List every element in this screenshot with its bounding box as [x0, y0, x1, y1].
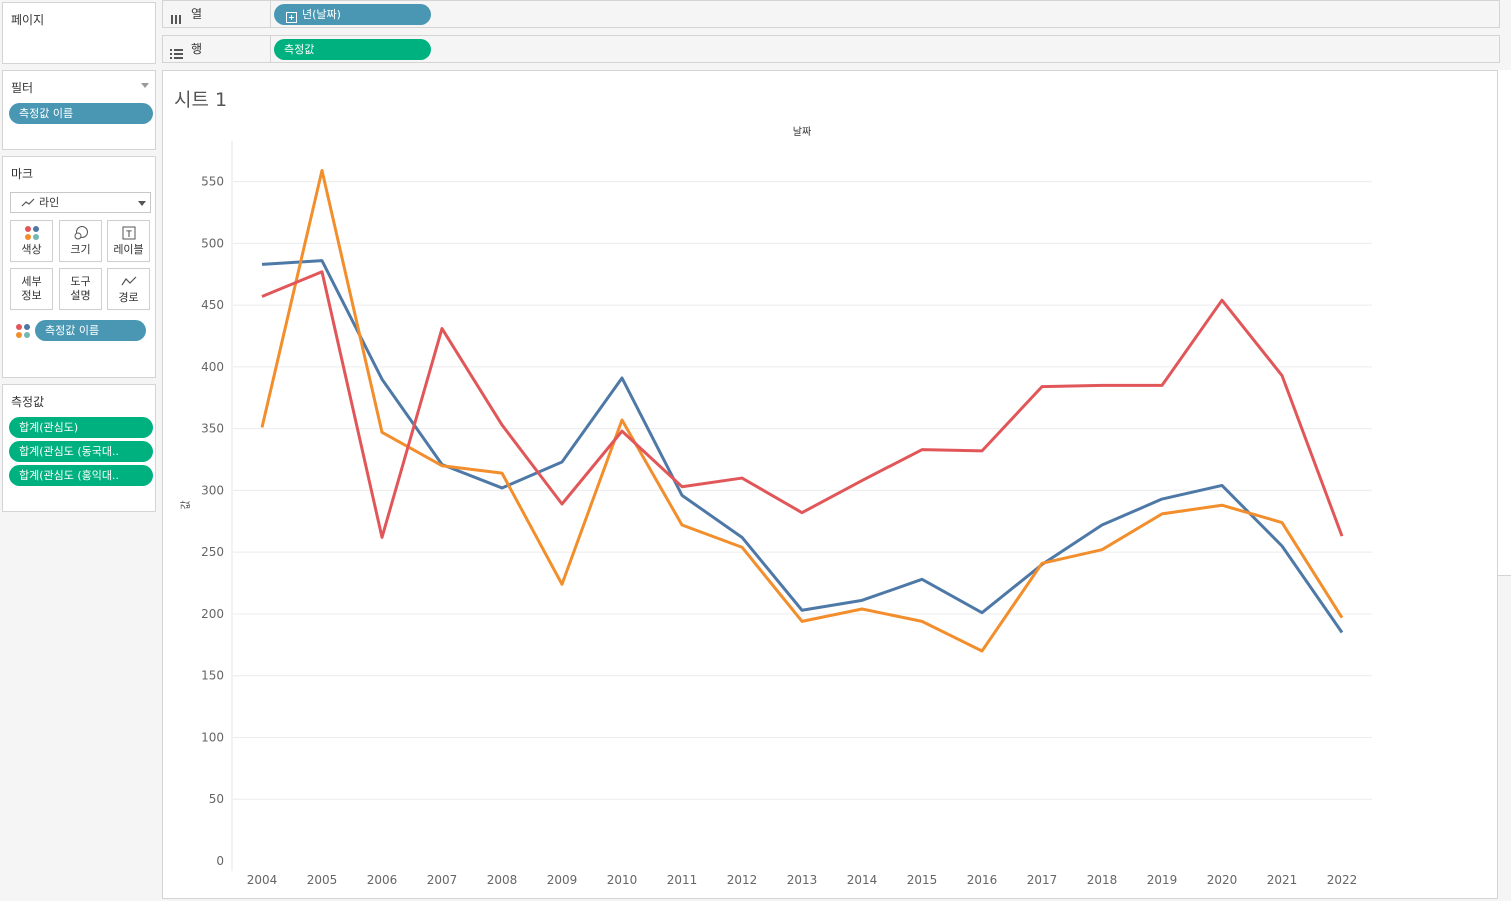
text-label-icon: T — [108, 225, 149, 241]
detail-label-line2: 정보 — [21, 289, 42, 302]
y-tick-label: 450 — [201, 298, 224, 312]
tooltip-label-line1: 도구 — [70, 275, 91, 288]
columns-label-text: 열 — [191, 7, 203, 21]
y-tick-label: 400 — [201, 360, 224, 374]
y-tick-label: 500 — [201, 236, 224, 250]
filters-card-title: 필터 — [11, 81, 34, 95]
marks-card-title: 마크 — [11, 167, 34, 181]
x-tick-label: 2012 — [727, 873, 758, 887]
y-tick-label: 100 — [201, 730, 224, 744]
marks-card[interactable]: 마크 라인 색상 크기 T 레이블 — [2, 156, 156, 378]
size-button-label: 크기 — [70, 243, 91, 256]
y-tick-label: 0 — [216, 854, 224, 868]
measure-values-title: 측정값 — [11, 395, 45, 409]
rows-icon — [170, 43, 183, 69]
x-tick-label: 2014 — [847, 873, 878, 887]
label-button-label: 레이블 — [113, 243, 144, 256]
color-encoding-icon — [15, 323, 31, 343]
detail-button[interactable]: 세부 정보 — [10, 268, 53, 310]
svg-text:T: T — [125, 230, 132, 240]
series-lines[interactable] — [260, 168, 1344, 653]
gridlines — [233, 181, 1372, 800]
columns-shelf[interactable]: 열 년(날짜) — [162, 0, 1500, 28]
color-pill-measure-names[interactable]: 측정값 이름 — [35, 320, 146, 341]
x-tick-label: 2020 — [1207, 873, 1238, 887]
y-tick-label: 250 — [201, 545, 224, 559]
filters-card[interactable]: 필터 측정값 이름 — [2, 70, 156, 150]
series-line-2[interactable] — [260, 168, 1344, 653]
tooltip-label-line2: 설명 — [70, 289, 91, 302]
y-tick-label: 550 — [201, 175, 224, 189]
x-tick-label: 2013 — [787, 873, 818, 887]
measure-pill-1[interactable]: 합계(관심도) — [9, 417, 153, 438]
x-tick-label: 2009 — [547, 873, 578, 887]
x-tick-label: 2021 — [1267, 873, 1298, 887]
measure-pill-2[interactable]: 합계(관심도 (동국대.. — [9, 441, 153, 462]
series-line-1[interactable] — [261, 259, 1344, 634]
x-tick-label: 2019 — [1147, 873, 1178, 887]
filter-pill-measure-names[interactable]: 측정값 이름 — [9, 103, 153, 124]
size-circles-icon — [60, 225, 101, 241]
x-axis-header: 날짜 — [793, 126, 811, 138]
filters-menu-icon[interactable] — [141, 83, 149, 88]
chevron-down-icon — [138, 201, 146, 206]
columns-pill-label: 년(날짜) — [302, 8, 341, 21]
x-axis-ticks: 2004 2005 2006 2007 2008 2009 2010 2011 2012 2013… — [247, 873, 1358, 887]
pages-card-title: 페이지 — [11, 13, 45, 27]
x-tick-label: 2015 — [907, 873, 938, 887]
color-button[interactable]: 색상 — [10, 220, 53, 262]
rows-shelf[interactable]: 행 측정값 — [162, 35, 1500, 63]
size-button[interactable]: 크기 — [59, 220, 102, 262]
y-tick-label: 350 — [201, 422, 224, 436]
x-tick-label: 2018 — [1087, 873, 1118, 887]
x-tick-label: 2008 — [487, 873, 518, 887]
right-panel-edge — [1498, 70, 1511, 576]
y-tick-label: 50 — [209, 792, 224, 806]
columns-icon — [170, 8, 182, 34]
y-axis-title: 값 — [180, 500, 192, 509]
color-dots-icon — [11, 225, 52, 241]
rows-pill-measure-values[interactable]: 측정값 — [274, 39, 431, 60]
x-tick-label: 2011 — [667, 873, 698, 887]
line-mark-icon — [21, 196, 35, 215]
detail-button-label: 세부 정보 — [11, 275, 52, 303]
x-tick-label: 2022 — [1327, 873, 1358, 887]
y-tick-label: 150 — [201, 669, 224, 683]
x-tick-label: 2016 — [967, 873, 998, 887]
x-tick-label: 2005 — [307, 873, 338, 887]
pages-card[interactable]: 페이지 — [2, 2, 156, 64]
columns-pill-year-date[interactable]: 년(날짜) — [274, 4, 431, 25]
rows-shelf-label: 행 — [163, 36, 271, 62]
expand-plus-icon[interactable] — [286, 9, 297, 25]
measure-pill-3[interactable]: 합계(관심도 (홍익대.. — [9, 465, 153, 486]
color-button-label: 색상 — [21, 243, 42, 256]
columns-shelf-label: 열 — [163, 1, 271, 27]
rows-label-text: 행 — [191, 42, 203, 56]
worksheet-view[interactable]: 시트 1 날짜 값 0 50 100 150 200 250 300 350 400 450 500… — [162, 70, 1498, 899]
y-axis-ticks: 0 50 100 150 200 250 300 350 400 450 500 550 — [201, 175, 224, 868]
path-button-label: 경로 — [118, 291, 139, 304]
path-line-icon — [108, 273, 149, 289]
tooltip-button[interactable]: 도구 설명 — [59, 268, 102, 310]
y-tick-label: 200 — [201, 607, 224, 621]
detail-label-line1: 세부 — [21, 275, 42, 288]
y-tick-label: 300 — [201, 483, 224, 497]
measure-values-card[interactable]: 측정값 합계(관심도) 합계(관심도 (동국대.. 합계(관심도 (홍익대.. — [2, 384, 156, 512]
x-tick-label: 2007 — [427, 873, 458, 887]
tooltip-button-label: 도구 설명 — [60, 275, 101, 303]
mark-type-dropdown[interactable]: 라인 — [10, 192, 151, 213]
x-tick-label: 2017 — [1027, 873, 1058, 887]
mark-type-label: 라인 — [39, 196, 60, 209]
x-tick-label: 2010 — [607, 873, 638, 887]
x-tick-label: 2004 — [247, 873, 278, 887]
x-tick-label: 2006 — [367, 873, 398, 887]
label-button[interactable]: T 레이블 — [107, 220, 150, 262]
series-line-3[interactable] — [261, 270, 1344, 539]
sheet-title: 시트 1 — [174, 89, 228, 111]
line-chart[interactable]: 날짜 값 0 50 100 150 200 250 300 350 400 450 500 550 2… — [163, 71, 1497, 898]
path-button[interactable]: 경로 — [107, 268, 150, 310]
